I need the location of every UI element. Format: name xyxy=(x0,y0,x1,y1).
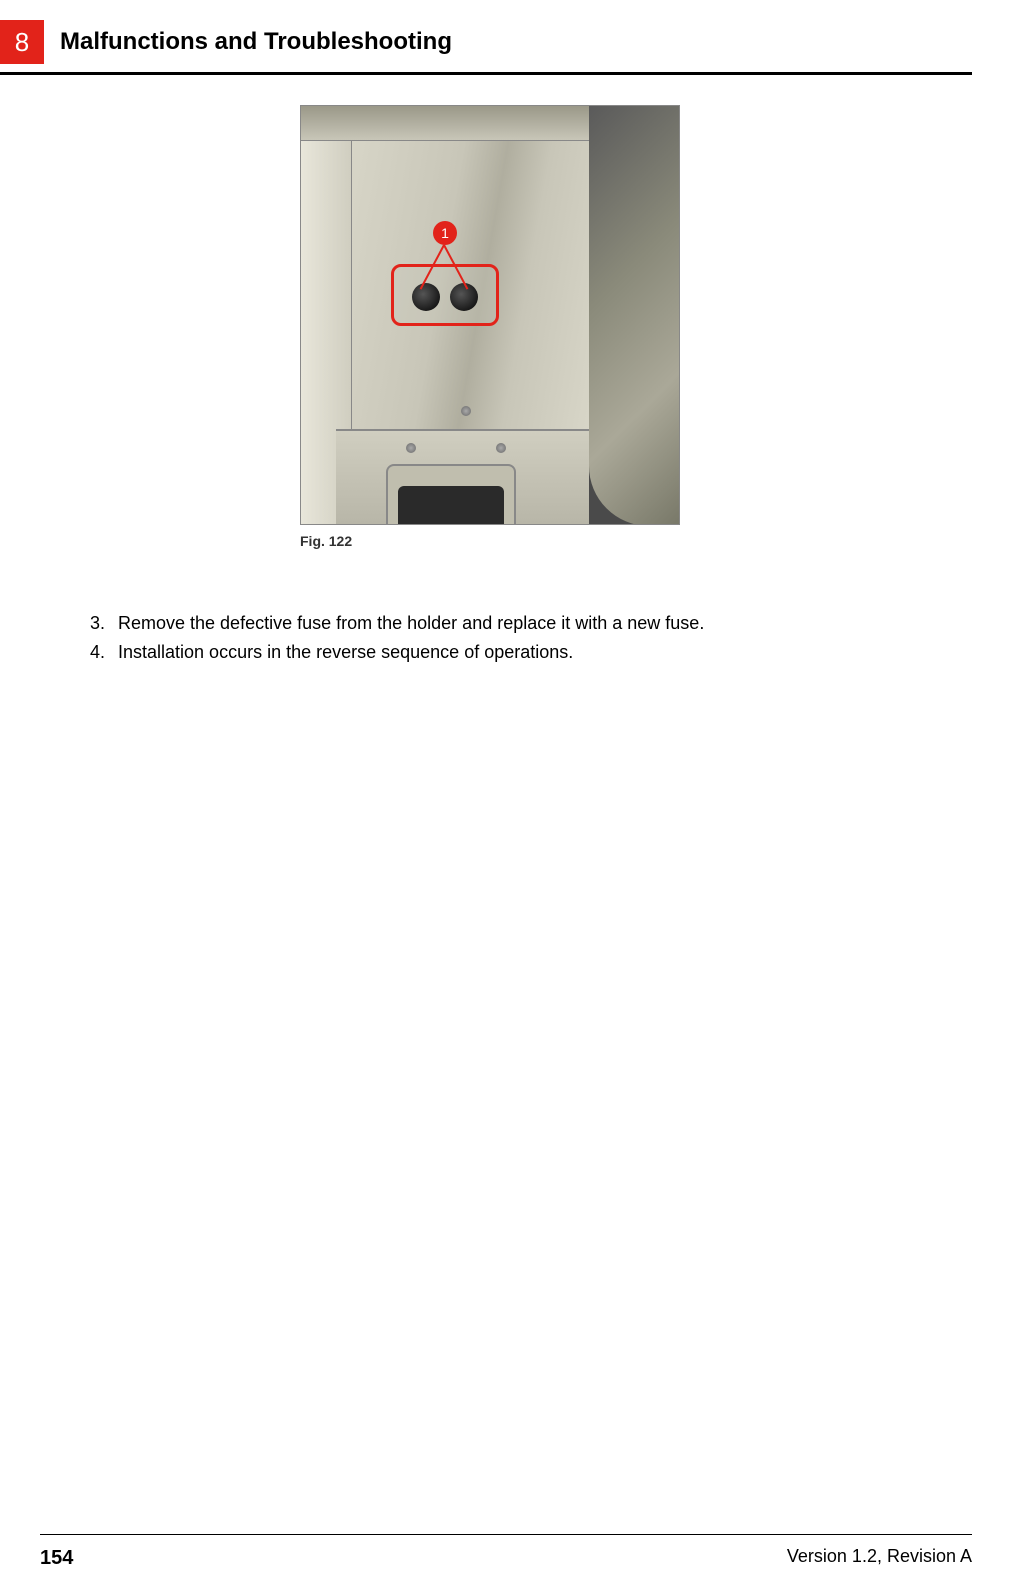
screw-icon xyxy=(496,443,506,453)
equipment-top-bar xyxy=(301,106,589,141)
list-item-number: 4. xyxy=(90,639,118,666)
fuse-panel-highlight xyxy=(391,264,499,326)
chapter-tab: 8 xyxy=(0,20,44,64)
fuse-holder-icon xyxy=(412,283,440,311)
equipment-connector-port xyxy=(398,486,504,524)
screw-icon xyxy=(406,443,416,453)
screw-icon xyxy=(461,406,471,416)
figure-caption: Fig. 122 xyxy=(300,533,680,549)
equipment-curved-panel xyxy=(589,106,679,525)
figure-image: 1 xyxy=(300,105,680,525)
chapter-title: Malfunctions and Troubleshooting xyxy=(60,28,452,56)
figure-container: 1 Fig. 122 xyxy=(300,105,680,549)
list-item-text: Remove the defective fuse from the holde… xyxy=(118,610,704,637)
fuse-holder-icon xyxy=(450,283,478,311)
list-item: 4. Installation occurs in the reverse se… xyxy=(90,639,952,666)
page-number: 154 xyxy=(40,1547,73,1570)
footer-rule xyxy=(40,1534,972,1535)
version-text: Version 1.2, Revision A xyxy=(787,1546,972,1567)
list-item-text: Installation occurs in the reverse seque… xyxy=(118,639,573,666)
header-rule xyxy=(0,72,972,75)
list-item-number: 3. xyxy=(90,610,118,637)
list-item: 3. Remove the defective fuse from the ho… xyxy=(90,610,952,637)
equipment-base xyxy=(336,429,589,524)
callout-marker: 1 xyxy=(433,221,457,245)
instruction-list: 3. Remove the defective fuse from the ho… xyxy=(90,610,952,668)
